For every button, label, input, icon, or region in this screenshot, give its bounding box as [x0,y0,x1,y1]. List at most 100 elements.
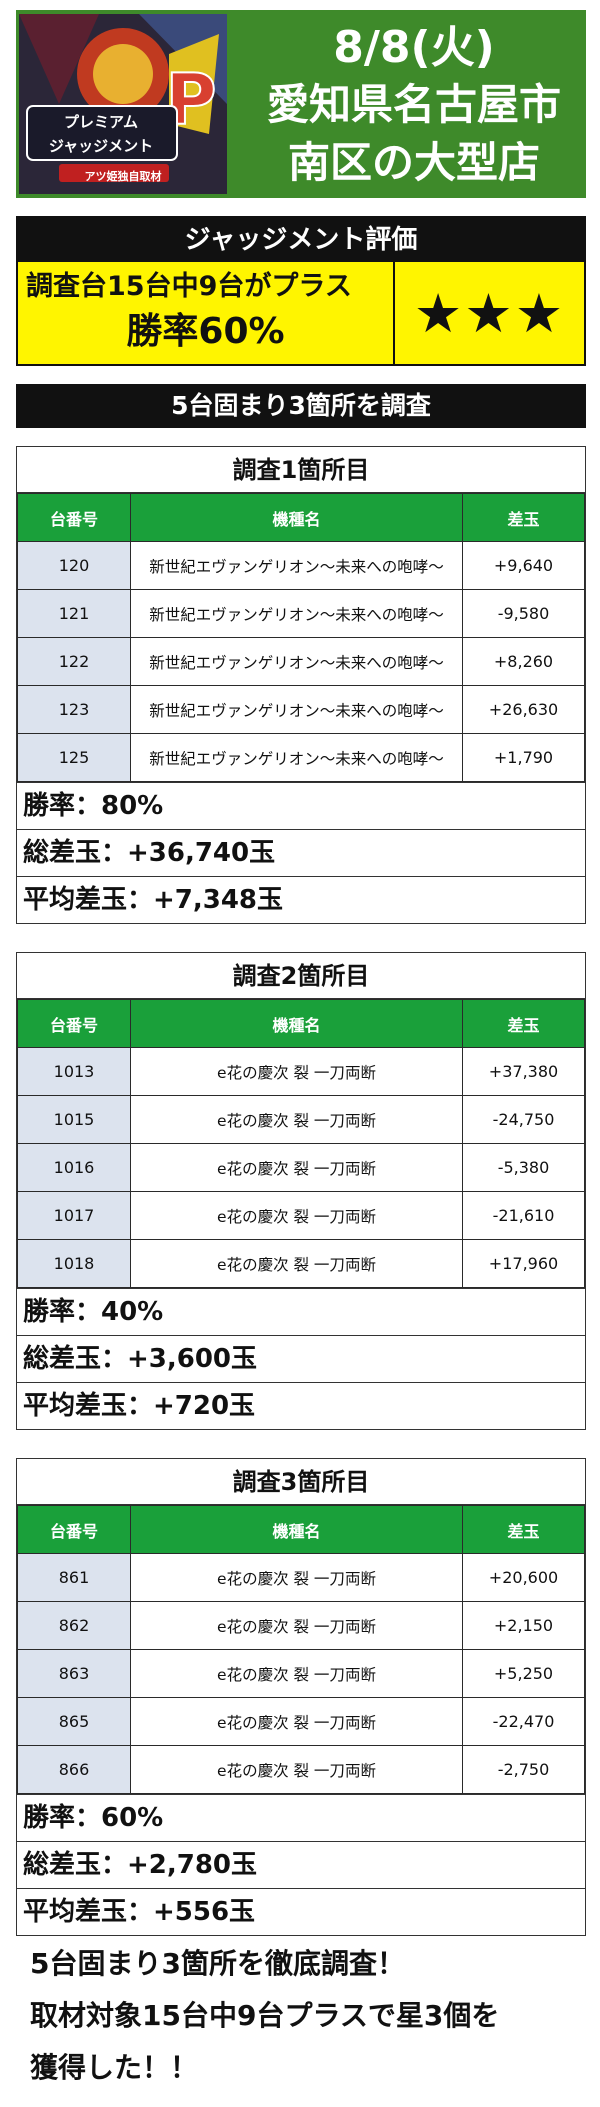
average-difference: 平均差玉：+7,348玉 [17,876,585,923]
survey-2: 調査2箇所目 台番号 機種名 差玉 1013 e花の慶次 裂 一刀両断 +37,38… [16,952,586,1430]
survey-3: 調査3箇所目 台番号 機種名 差玉 861 e花の慶次 裂 一刀両断 +20,600… [16,1458,586,1936]
average-difference: 平均差玉：+556玉 [17,1888,585,1935]
survey-1: 調査1箇所目 台番号 機種名 差玉 120 新世紀エヴァンゲリオン〜未来への咆哮〜… [16,446,586,924]
survey-table: 台番号 機種名 差玉 120 新世紀エヴァンゲリオン〜未来への咆哮〜 +9,640 … [17,493,585,782]
ball-difference: +9,640 [462,541,585,590]
ball-difference: -2,750 [462,1745,585,1794]
header-info: 8/8(火) 愛知県名古屋市 南区の大型店 [246,20,582,192]
machine-number: 865 [17,1697,131,1746]
ball-difference: +2,150 [462,1601,585,1650]
column-header-diff: 差玉 [462,493,585,542]
survey-title: 調査3箇所目 [17,1459,585,1505]
survey-title: 調査1箇所目 [17,447,585,493]
column-header-model: 機種名 [130,1505,463,1554]
machine-model: e花の慶次 裂 一刀両断 [130,1239,463,1288]
table-row: 122 新世紀エヴァンゲリオン〜未来への咆哮〜 +8,260 [17,637,585,686]
survey-table: 台番号 機種名 差玉 1013 e花の慶次 裂 一刀両断 +37,380 1015 e… [17,999,585,1288]
ball-difference: -5,380 [462,1143,585,1192]
table-row: 1018 e花の慶次 裂 一刀両断 +17,960 [17,1239,585,1288]
ball-difference: +1,790 [462,733,585,782]
table-row: 866 e花の慶次 裂 一刀両断 -2,750 [17,1745,585,1794]
table-row: 1017 e花の慶次 裂 一刀両断 -21,610 [17,1191,585,1240]
machine-model: e花の慶次 裂 一刀両断 [130,1697,463,1746]
table-row: 861 e花の慶次 裂 一刀両断 +20,600 [17,1553,585,1602]
ball-difference: -21,610 [462,1191,585,1240]
table-header-row: 台番号 機種名 差玉 [17,1505,585,1554]
machine-model: e花の慶次 裂 一刀両断 [130,1095,463,1144]
logo-art-icon: P プレミアム ジャッジメント [19,14,227,194]
location-line-2: 南区の大型店 [287,138,540,187]
win-rate: 勝率：60% [17,1794,585,1841]
star-rating: ★★★ [413,281,566,345]
machine-model: e花の慶次 裂 一刀両断 [130,1601,463,1650]
machine-number: 120 [17,541,131,590]
machine-number: 866 [17,1745,131,1794]
table-row: 120 新世紀エヴァンゲリオン〜未来への咆哮〜 +9,640 [17,541,585,590]
ball-difference: +37,380 [462,1047,585,1096]
logo-title-text: プレミアム [64,113,138,131]
column-header-model: 機種名 [130,493,463,542]
header-banner: P プレミアム ジャッジメント アツ姫独自取材 8/8(火) 愛知県名古屋市 南… [16,10,586,198]
column-header-model: 機種名 [130,999,463,1048]
table-header-row: 台番号 機種名 差玉 [17,493,585,542]
total-difference: 総差玉：+2,780玉 [17,1841,585,1888]
machine-number: 123 [17,685,131,734]
ball-difference: +20,600 [462,1553,585,1602]
machine-number: 1013 [17,1047,131,1096]
machine-number: 1015 [17,1095,131,1144]
table-row: 865 e花の慶次 裂 一刀両断 -22,470 [17,1697,585,1746]
column-header-num: 台番号 [17,999,131,1048]
machine-model: e花の慶次 裂 一刀両断 [130,1047,463,1096]
table-row: 1013 e花の慶次 裂 一刀両断 +37,380 [17,1047,585,1096]
machine-number: 122 [17,637,131,686]
machine-number: 861 [17,1553,131,1602]
column-header-diff: 差玉 [462,999,585,1048]
machine-model: e花の慶次 裂 一刀両断 [130,1191,463,1240]
table-row: 1016 e花の慶次 裂 一刀両断 -5,380 [17,1143,585,1192]
machine-model: 新世紀エヴァンゲリオン〜未来への咆哮〜 [130,685,463,734]
table-row: 862 e花の慶次 裂 一刀両断 +2,150 [17,1601,585,1650]
judgment-win-rate: 勝率60% [126,311,285,352]
machine-number: 1016 [17,1143,131,1192]
ball-difference: +5,250 [462,1649,585,1698]
machine-number: 862 [17,1601,131,1650]
table-row: 125 新世紀エヴァンゲリオン〜未来への咆哮〜 +1,790 [17,733,585,782]
machine-model: e花の慶次 裂 一刀両断 [130,1649,463,1698]
location-line-1: 愛知県名古屋市 [266,80,561,129]
svg-text:ジャッジメント: ジャッジメント [49,137,153,155]
survey-table: 台番号 機種名 差玉 861 e花の慶次 裂 一刀両断 +20,600 862 e花の… [17,1505,585,1794]
judgment-summary: 調査台15台中9台がプラス 勝率60% [18,262,395,364]
table-row: 121 新世紀エヴァンゲリオン〜未来への咆哮〜 -9,580 [17,589,585,638]
average-difference: 平均差玉：+720玉 [17,1382,585,1429]
ball-difference: +26,630 [462,685,585,734]
machine-number: 121 [17,589,131,638]
judgment-title: ジャッジメント評価 [18,218,584,262]
ball-difference: -9,580 [462,589,585,638]
table-row: 1015 e花の慶次 裂 一刀両断 -24,750 [17,1095,585,1144]
table-row: 863 e花の慶次 裂 一刀両断 +5,250 [17,1649,585,1698]
machine-number: 1018 [17,1239,131,1288]
premium-judgment-logo: P プレミアム ジャッジメント アツ姫独自取材 [19,14,227,194]
summary-line-2: 取材対象15台中9台プラスで星3個を [30,1999,500,2032]
machine-model: e花の慶次 裂 一刀両断 [130,1745,463,1794]
table-header-row: 台番号 機種名 差玉 [17,999,585,1048]
machine-number: 863 [17,1649,131,1698]
machine-number: 125 [17,733,131,782]
win-rate: 勝率：80% [17,782,585,829]
total-difference: 総差玉：+3,600玉 [17,1335,585,1382]
summary-line-3: 獲得した！！ [30,2051,199,2084]
table-row: 123 新世紀エヴァンゲリオン〜未来への咆哮〜 +26,630 [17,685,585,734]
ball-difference: +17,960 [462,1239,585,1288]
machine-model: e花の慶次 裂 一刀両断 [130,1553,463,1602]
total-difference: 総差玉：+36,740玉 [17,829,585,876]
judgment-result-line: 調査台15台中9台がプラス [26,271,352,302]
column-header-diff: 差玉 [462,1505,585,1554]
survey-title: 調査2箇所目 [17,953,585,999]
machine-model: e花の慶次 裂 一刀両断 [130,1143,463,1192]
ball-difference: -24,750 [462,1095,585,1144]
ball-difference: +8,260 [462,637,585,686]
win-rate: 勝率：40% [17,1288,585,1335]
column-header-num: 台番号 [17,1505,131,1554]
machine-model: 新世紀エヴァンゲリオン〜未来への咆哮〜 [130,541,463,590]
summary-line-1: 5台固まり3箇所を徹底調査！ [30,1947,405,1980]
